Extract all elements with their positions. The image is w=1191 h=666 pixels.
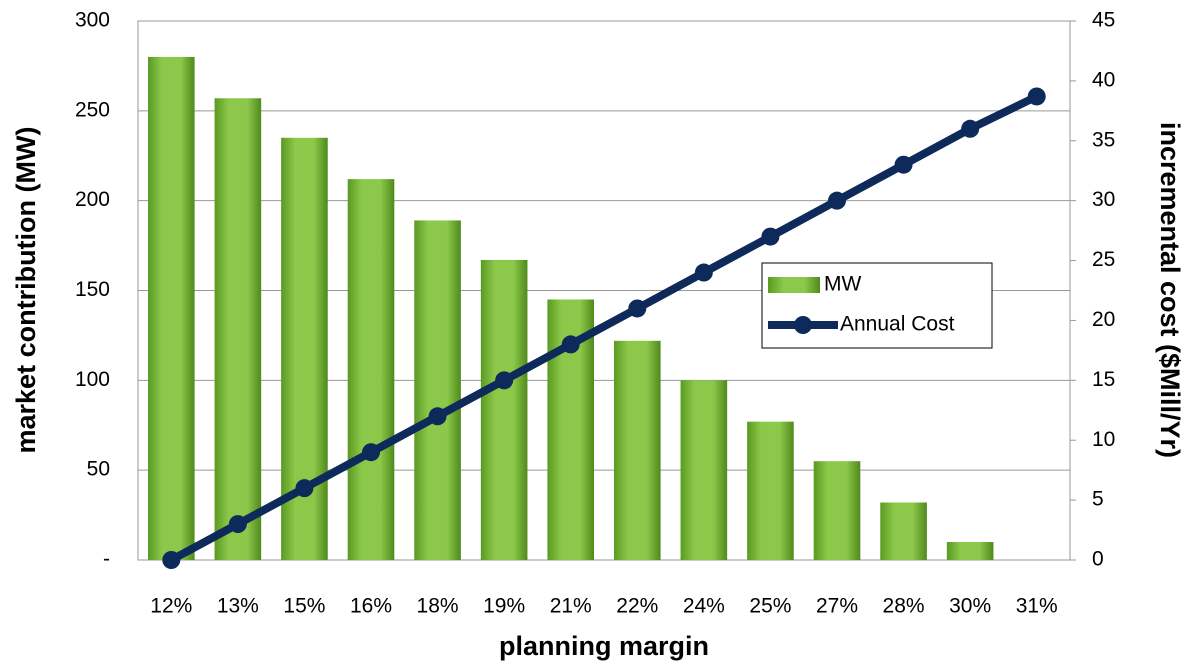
y2-tick-label: 30 [1092, 188, 1115, 211]
x-tick-label: 15% [283, 595, 325, 618]
bar [480, 259, 528, 560]
x-tick-label: 18% [417, 595, 459, 618]
legend-swatch [794, 316, 812, 334]
x-tick-label: 21% [550, 595, 592, 618]
legend-swatch [768, 277, 820, 293]
y2-tick-label: 45 [1092, 9, 1115, 32]
bar [347, 179, 395, 560]
bar [880, 502, 927, 560]
bar [813, 461, 861, 560]
y-tick-label: - [103, 548, 110, 571]
legend-label: Annual Cost [840, 313, 955, 336]
bar [946, 542, 994, 560]
point [362, 443, 380, 462]
point [228, 515, 247, 534]
y-tick-label: 100 [75, 368, 110, 391]
y2-tick-label: 0 [1092, 548, 1104, 571]
x-tick-label: 31% [1016, 595, 1058, 618]
x-tick-label: 27% [816, 595, 858, 618]
y-tick-label: 250 [75, 98, 110, 121]
point [694, 263, 713, 282]
bar [147, 56, 195, 560]
x-tick-label: 28% [883, 595, 925, 618]
legend-label: MW [824, 273, 861, 296]
point [295, 479, 314, 498]
y2-axis-title: incremental cost ($Mill/Yr) [1155, 122, 1185, 458]
y-tick-label: 300 [75, 9, 110, 32]
bar [747, 421, 794, 560]
bar [214, 98, 262, 561]
point [561, 335, 580, 354]
x-tick-label: 12% [150, 595, 192, 618]
bar [680, 380, 728, 560]
point [828, 191, 846, 210]
x-tick-label: 22% [616, 595, 658, 618]
point [894, 155, 913, 174]
bar [613, 340, 661, 560]
point [428, 407, 447, 426]
y2-tick-label: 20 [1092, 308, 1115, 331]
bar [414, 220, 461, 560]
point [628, 299, 647, 318]
y2-tick-label: 15 [1092, 368, 1115, 391]
x-tick-label: 16% [350, 595, 392, 618]
y2-tick-label: 35 [1092, 128, 1115, 151]
point [961, 119, 980, 138]
x-axis-title: planning margin [499, 631, 709, 661]
point [495, 371, 514, 390]
plot-border [137, 20, 1071, 561]
point [1027, 87, 1046, 106]
point [761, 227, 780, 246]
y-tick-label: 150 [75, 278, 110, 301]
x-tick-label: 19% [483, 595, 525, 618]
x-tick-label: 13% [217, 595, 259, 618]
x-tick-label: 30% [949, 595, 991, 618]
y-axis-title: market contribution (MW) [11, 127, 41, 454]
x-tick-label: 25% [749, 595, 791, 618]
y2-tick-label: 10 [1092, 428, 1115, 451]
y2-tick-label: 40 [1092, 68, 1115, 91]
point [162, 551, 181, 569]
y2-tick-label: 25 [1092, 248, 1115, 271]
y2-tick-label: 5 [1092, 488, 1104, 511]
line [169, 92, 1039, 564]
y-tick-label: 50 [87, 458, 110, 481]
y-tick-label: 200 [75, 188, 110, 211]
x-tick-label: 24% [683, 595, 725, 618]
